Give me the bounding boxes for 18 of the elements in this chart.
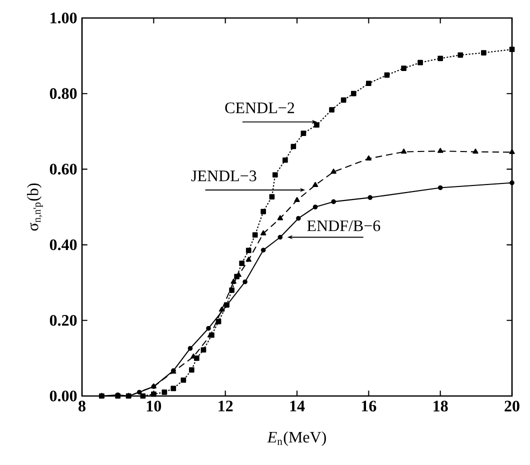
y-tick-label: 0.20 — [50, 314, 77, 326]
x-tick-label: 12 — [218, 400, 233, 412]
y-axis-title: σ$_{n,n'p}$(b) — [27, 183, 43, 231]
x-tick-label: 16 — [362, 400, 376, 412]
x-tick-label: 8 — [78, 400, 86, 412]
y-tick-label: 0.40 — [50, 239, 77, 250]
y-tick-label: 0.60 — [50, 164, 77, 175]
y-tick-label: 0.80 — [50, 88, 77, 100]
x-tick-label: 10 — [146, 400, 162, 412]
annotation: JENDL−3 — [191, 170, 256, 182]
y-tick-label: 1.00 — [50, 12, 77, 24]
y-tick-label: 0.00 — [50, 390, 77, 402]
annotation: CENDL−2 — [225, 102, 294, 114]
annotation: ENDF/B−6 — [307, 220, 380, 232]
x-tick-label: 18 — [434, 400, 448, 412]
x-tick-label: 20 — [504, 400, 520, 412]
x-tick-label: 14 — [290, 400, 305, 412]
x-axis-title: E$_{n}$(MeV) — [267, 431, 326, 446]
